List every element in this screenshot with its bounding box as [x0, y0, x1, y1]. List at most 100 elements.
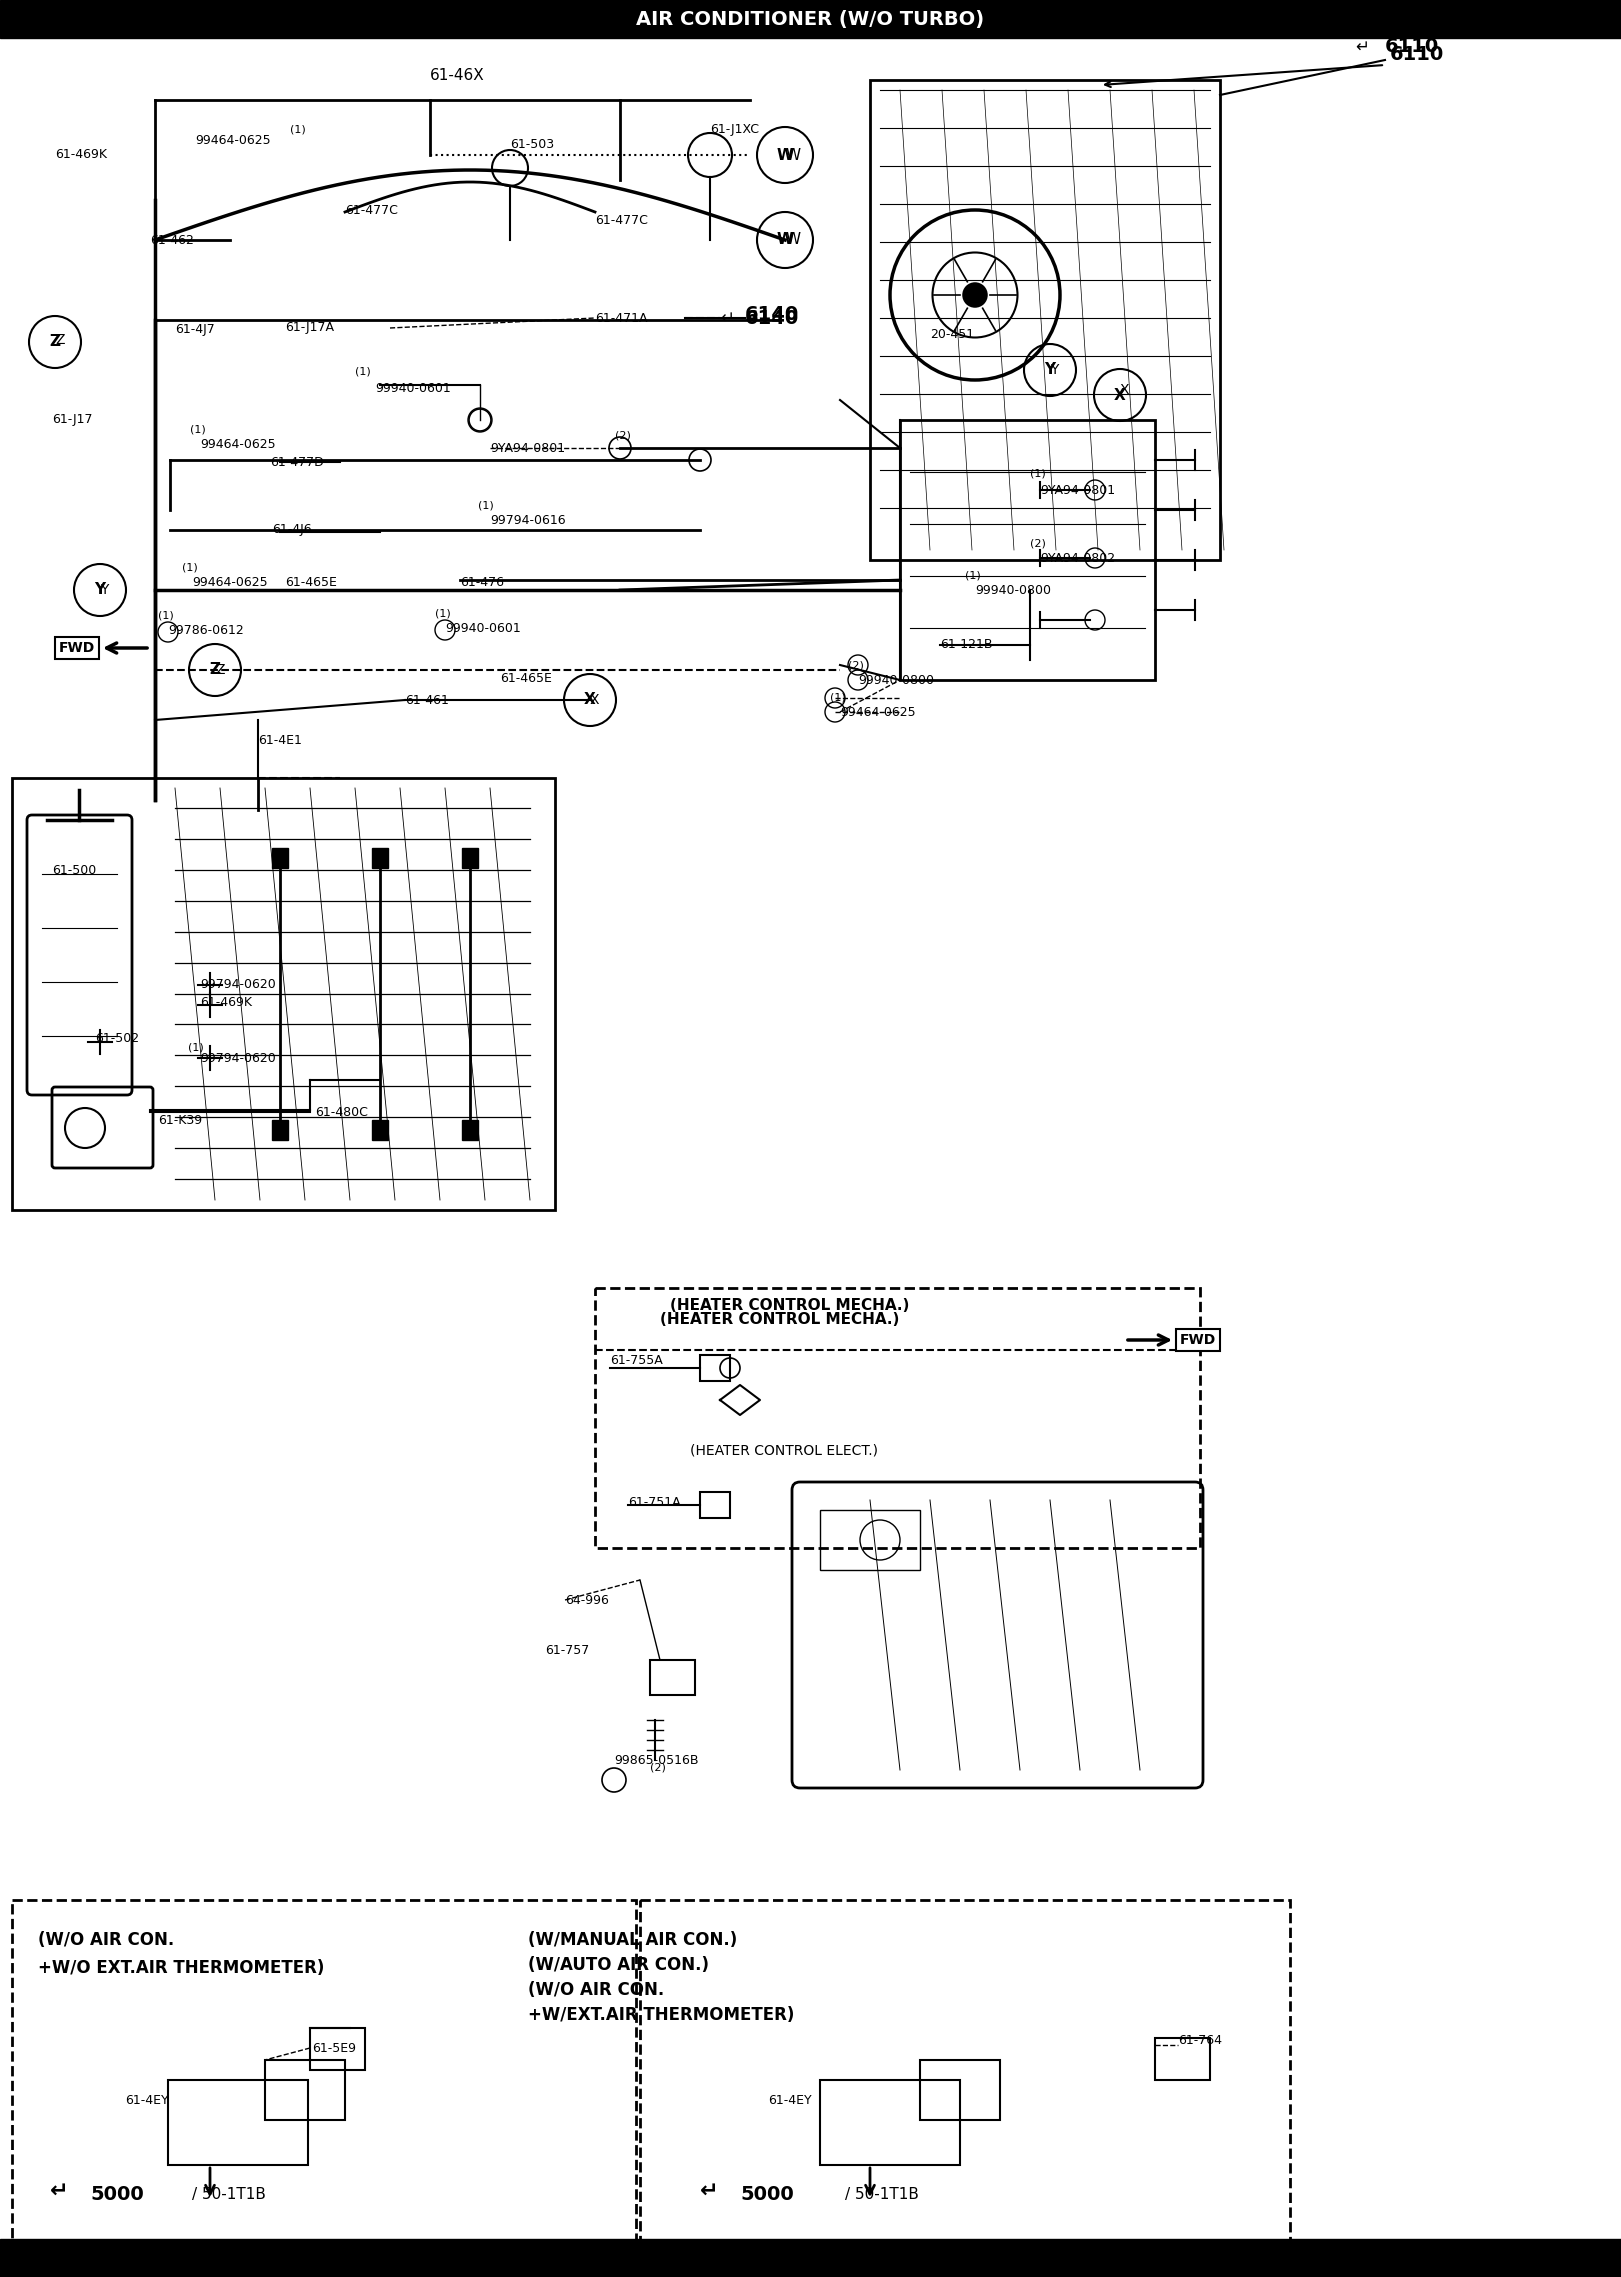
Text: 99464-0625: 99464-0625	[199, 439, 276, 451]
Text: 99464-0625: 99464-0625	[195, 134, 271, 146]
Text: X: X	[1114, 387, 1127, 403]
Text: (2): (2)	[848, 660, 864, 669]
Text: (1): (1)	[157, 610, 173, 619]
Bar	[272, 1120, 289, 1141]
Text: (1): (1)	[478, 501, 494, 510]
Text: (1): (1)	[355, 367, 371, 378]
Text: 61-4EY: 61-4EY	[768, 2093, 812, 2106]
Text: / 50-1T1B: / 50-1T1B	[845, 2188, 919, 2202]
Circle shape	[963, 282, 987, 307]
Text: W: W	[776, 232, 793, 248]
Bar	[700, 1491, 729, 1519]
Text: 99794-0620: 99794-0620	[199, 1052, 276, 1066]
Text: 61-480C: 61-480C	[314, 1107, 368, 1118]
Text: (1): (1)	[290, 125, 306, 134]
Text: W: W	[776, 148, 793, 162]
Bar	[462, 1120, 478, 1141]
Bar	[0, 0, 1621, 39]
Text: 61-503: 61-503	[511, 139, 554, 153]
Text: 61-4EY: 61-4EY	[125, 2093, 169, 2106]
Bar	[1156, 2038, 1209, 2079]
Text: X: X	[1120, 383, 1130, 396]
Text: 61-J17A: 61-J17A	[285, 321, 334, 335]
Text: 61-462: 61-462	[151, 235, 195, 246]
Text: ↵: ↵	[700, 2181, 718, 2202]
Bar	[462, 847, 478, 868]
Text: 61-469K: 61-469K	[55, 148, 107, 162]
Bar	[264, 2061, 345, 2120]
Text: (1): (1)	[434, 608, 451, 617]
Bar	[650, 1660, 695, 1694]
Bar	[900, 419, 1156, 681]
Text: 61-757: 61-757	[545, 1644, 590, 1655]
Text: (1): (1)	[964, 569, 981, 581]
Text: ↵: ↵	[1355, 39, 1368, 57]
Text: 61-477D: 61-477D	[271, 455, 324, 469]
Bar	[921, 2061, 1000, 2120]
Text: 99464-0625: 99464-0625	[191, 576, 267, 587]
Text: 99464-0625: 99464-0625	[840, 706, 916, 720]
Text: 61-477C: 61-477C	[345, 203, 397, 216]
Bar	[371, 847, 387, 868]
Text: Y: Y	[101, 583, 109, 597]
Text: 61-J1XC: 61-J1XC	[710, 123, 759, 137]
Bar	[11, 1899, 635, 2261]
Text: 61-477C: 61-477C	[595, 214, 648, 225]
Text: 61-465E: 61-465E	[285, 576, 337, 587]
Text: Z: Z	[55, 332, 65, 346]
Text: (HEATER CONTROL MECHA.): (HEATER CONTROL MECHA.)	[660, 1312, 900, 1327]
Text: 5000: 5000	[91, 2186, 144, 2204]
Text: X: X	[590, 692, 600, 706]
Text: 61-500: 61-500	[52, 863, 96, 877]
Text: (1): (1)	[182, 562, 198, 572]
Text: X: X	[584, 692, 597, 708]
Text: (1): (1)	[1029, 469, 1046, 478]
Text: FWD: FWD	[58, 642, 96, 656]
Text: 64-996: 64-996	[566, 1594, 609, 1608]
Text: 99940-0800: 99940-0800	[974, 583, 1050, 597]
Text: 99940-0601: 99940-0601	[446, 622, 520, 635]
Text: 61-J17: 61-J17	[52, 414, 92, 426]
Text: 61-461: 61-461	[405, 694, 449, 706]
Text: Z: Z	[209, 663, 220, 679]
Bar	[595, 1289, 1200, 1548]
Text: Z: Z	[216, 663, 224, 676]
Text: W: W	[785, 232, 801, 248]
Bar	[371, 1120, 387, 1141]
Text: Z: Z	[50, 335, 60, 348]
Text: (HEATER CONTROL MECHA.): (HEATER CONTROL MECHA.)	[669, 1298, 909, 1312]
Text: Y: Y	[1044, 362, 1055, 378]
Text: (2): (2)	[650, 1762, 666, 1772]
Bar	[870, 80, 1221, 560]
Text: 5000: 5000	[741, 2186, 794, 2204]
Text: 20-451: 20-451	[930, 328, 974, 342]
Text: 61-5E9: 61-5E9	[311, 2042, 357, 2054]
Text: 99940-0601: 99940-0601	[374, 383, 451, 394]
Text: (W/O AIR CON.: (W/O AIR CON.	[528, 1981, 665, 1999]
Text: 61-764: 61-764	[1178, 2033, 1222, 2047]
Text: ↵: ↵	[720, 310, 734, 328]
Text: Y: Y	[1050, 362, 1059, 378]
Text: +W/O EXT.AIR THERMOMETER): +W/O EXT.AIR THERMOMETER)	[37, 1958, 324, 1976]
Text: FWD: FWD	[1180, 1332, 1216, 1348]
Text: ↵: ↵	[50, 2181, 68, 2202]
Text: +W/EXT.AIR THERMOMETER): +W/EXT.AIR THERMOMETER)	[528, 2006, 794, 2024]
Bar	[820, 1510, 921, 1571]
Text: 6140: 6140	[746, 305, 799, 326]
Text: 61-476: 61-476	[460, 576, 504, 587]
Text: Y: Y	[94, 583, 105, 597]
Text: (HEATER CONTROL ELECT.): (HEATER CONTROL ELECT.)	[691, 1444, 879, 1457]
Text: 61-K39: 61-K39	[157, 1113, 203, 1127]
Bar	[700, 1355, 729, 1380]
Text: 9YA94-0801: 9YA94-0801	[1041, 483, 1115, 496]
Text: 9YA94-0801: 9YA94-0801	[490, 442, 566, 455]
Bar	[11, 779, 554, 1209]
Text: 61-121B: 61-121B	[940, 638, 992, 651]
Text: 99940-0800: 99940-0800	[858, 674, 934, 685]
Text: (W/MANUAL AIR CON.): (W/MANUAL AIR CON.)	[528, 1931, 738, 1949]
Text: AIR CONDITIONER (W/O TURBO): AIR CONDITIONER (W/O TURBO)	[637, 9, 984, 30]
Text: (1): (1)	[830, 692, 846, 704]
Text: 99786-0612: 99786-0612	[169, 624, 243, 638]
Text: (2): (2)	[614, 430, 631, 439]
Bar	[0, 2238, 1621, 2277]
